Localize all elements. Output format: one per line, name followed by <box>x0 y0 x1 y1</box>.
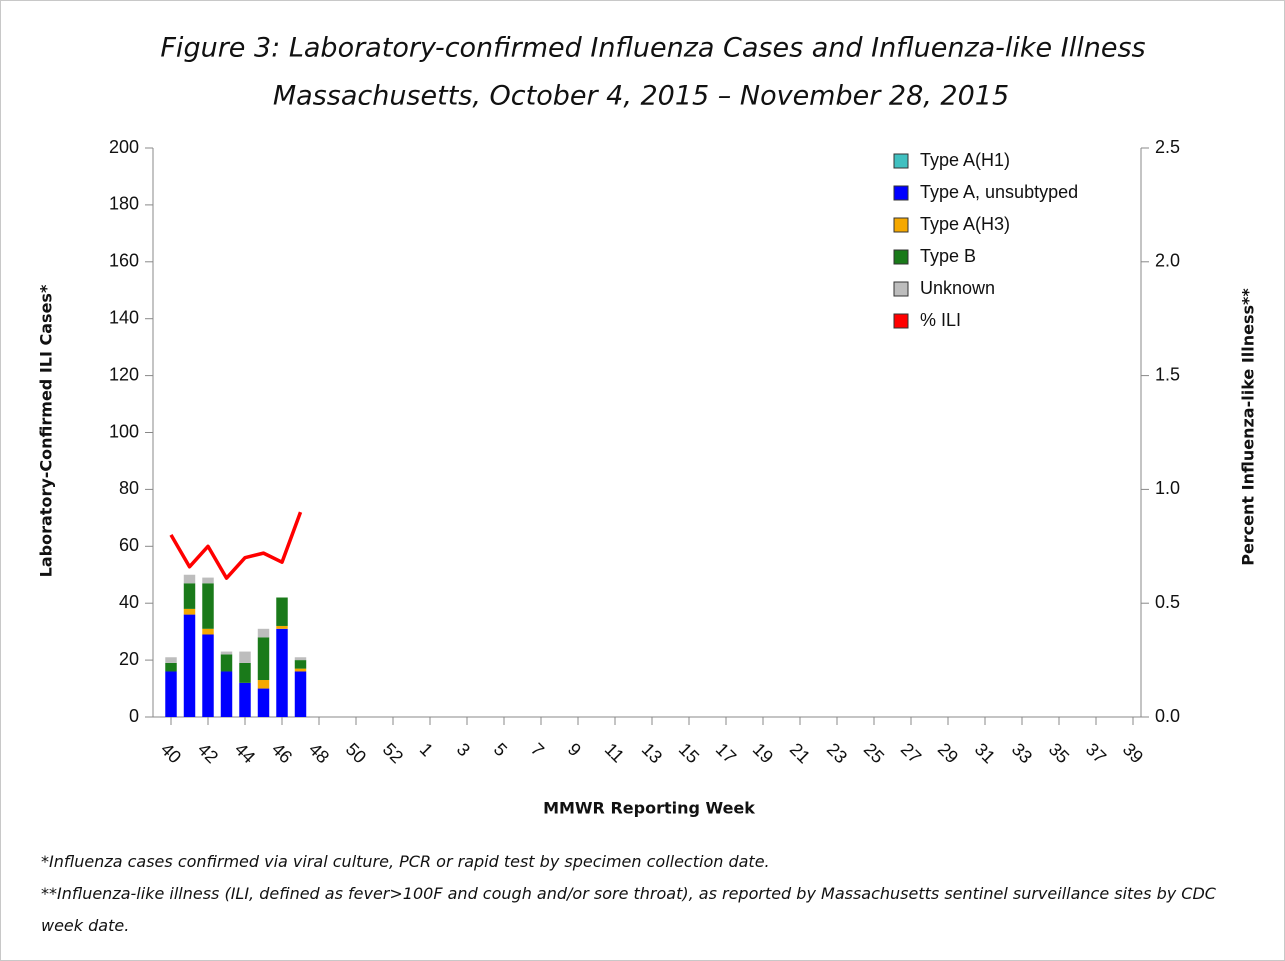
y2-axis-title: Percent Influenza-like Illness** <box>1239 288 1258 566</box>
bar-segment <box>183 574 196 584</box>
y-tick-label: 120 <box>109 364 139 384</box>
y2-tick-label: 1.5 <box>1155 364 1180 384</box>
x-tick-label: 46 <box>268 739 296 767</box>
bar-segment <box>276 597 288 626</box>
y-tick-label: 0 <box>129 706 139 726</box>
legend-label: Type A(H1) <box>920 150 1010 170</box>
bar-segment <box>165 662 177 672</box>
legend-label: Type A, unsubtyped <box>920 182 1078 202</box>
bar-segment <box>276 625 288 629</box>
x-tick-label: 39 <box>1119 739 1147 767</box>
x-tick-label: 15 <box>675 739 703 767</box>
legend-swatch <box>893 217 909 233</box>
legend-label: Type A(H3) <box>920 214 1010 234</box>
x-tick-label: 9 <box>564 739 585 760</box>
bar-segment <box>294 668 307 672</box>
x-tick-label: 27 <box>897 739 925 767</box>
x-tick-label: 3 <box>453 739 474 760</box>
footnote: **Influenza-like illness (ILI, defined a… <box>41 884 1216 935</box>
bar-segment <box>202 628 214 635</box>
bar-segment <box>276 628 288 717</box>
y2-tick-label: 0.0 <box>1155 706 1180 726</box>
bar-segment <box>294 657 307 661</box>
bar-segment <box>202 583 214 629</box>
x-tick-label: 42 <box>194 739 222 767</box>
bar-segment <box>202 577 214 584</box>
x-tick-label: 23 <box>823 739 851 767</box>
x-tick-label: 52 <box>379 739 407 767</box>
x-tick-label: 13 <box>638 739 666 767</box>
y-axis-title: Laboratory-Confirmed ILI Cases* <box>37 284 56 577</box>
y-tick-label: 60 <box>119 535 139 555</box>
chart-title: Figure 3: Laboratory-confirmed Influenza… <box>160 33 1145 64</box>
x-tick-label: 19 <box>749 739 777 767</box>
bar-segment <box>202 634 214 717</box>
bar-segment <box>294 660 307 669</box>
x-tick-label: 35 <box>1045 739 1073 767</box>
x-tick-label: 29 <box>934 739 962 767</box>
legend-label: Type B <box>920 246 976 266</box>
y-tick-label: 80 <box>119 478 139 498</box>
y-tick-label: 40 <box>119 592 139 612</box>
x-tick-label: 17 <box>712 739 740 767</box>
y2-tick-label: 1.0 <box>1155 478 1180 498</box>
bar-segment <box>165 671 177 717</box>
legend-swatch <box>893 249 909 265</box>
legend-swatch <box>893 281 909 297</box>
x-tick-label: 44 <box>231 739 259 767</box>
x-tick-label: 31 <box>971 739 999 767</box>
bar-segment <box>239 682 251 717</box>
x-tick-label: 11 <box>601 739 628 766</box>
bar-segment <box>294 671 307 717</box>
bar-segment <box>165 657 177 663</box>
legend-swatch <box>893 313 909 329</box>
y-tick-label: 20 <box>119 649 139 669</box>
x-tick-label: 50 <box>342 739 370 767</box>
y-tick-label: 100 <box>109 421 139 441</box>
x-tick-label: 21 <box>786 739 814 767</box>
bar-segment <box>183 608 196 615</box>
bar-segment <box>257 628 270 638</box>
x-tick-label: 37 <box>1082 739 1110 767</box>
y2-tick-label: 2.0 <box>1155 251 1180 271</box>
x-tick-label: 1 <box>416 739 437 760</box>
legend-swatch <box>893 185 909 201</box>
y-tick-label: 160 <box>109 251 139 271</box>
y-tick-label: 180 <box>109 194 139 214</box>
bar-segment <box>257 680 270 689</box>
legend-label: Unknown <box>920 278 995 298</box>
footnotes: *Influenza cases confirmed via viral cul… <box>41 846 1241 942</box>
legend-label: % ILI <box>920 310 961 330</box>
chart: Figure 3: Laboratory-confirmed Influenza… <box>37 33 1258 818</box>
x-tick-label: 5 <box>490 739 511 760</box>
bar-segment <box>220 654 233 672</box>
y-tick-label: 200 <box>109 137 139 157</box>
bar-segment <box>257 637 270 681</box>
x-axis-title: MMWR Reporting Week <box>543 799 755 818</box>
bar-segment <box>239 662 251 683</box>
bar-segment <box>239 651 251 663</box>
bar-segment <box>183 583 196 609</box>
x-tick-label: 33 <box>1008 739 1036 767</box>
x-tick-label: 40 <box>157 739 185 767</box>
legend-swatch <box>893 153 909 169</box>
ili-line <box>169 511 303 580</box>
footnote: *Influenza cases confirmed via viral cul… <box>41 852 770 871</box>
x-tick-label: 48 <box>305 739 333 767</box>
y-tick-label: 140 <box>109 307 139 327</box>
bar-segment <box>220 671 233 717</box>
x-tick-label: 25 <box>860 739 888 767</box>
bar-segment <box>183 614 196 717</box>
bar-segment <box>220 651 233 655</box>
bar-segment <box>257 688 270 717</box>
y2-tick-label: 2.5 <box>1155 137 1180 157</box>
y2-tick-label: 0.5 <box>1155 592 1180 612</box>
x-tick-label: 7 <box>527 739 548 760</box>
chart-title: Massachusetts, October 4, 2015 – Novembe… <box>273 81 1009 112</box>
